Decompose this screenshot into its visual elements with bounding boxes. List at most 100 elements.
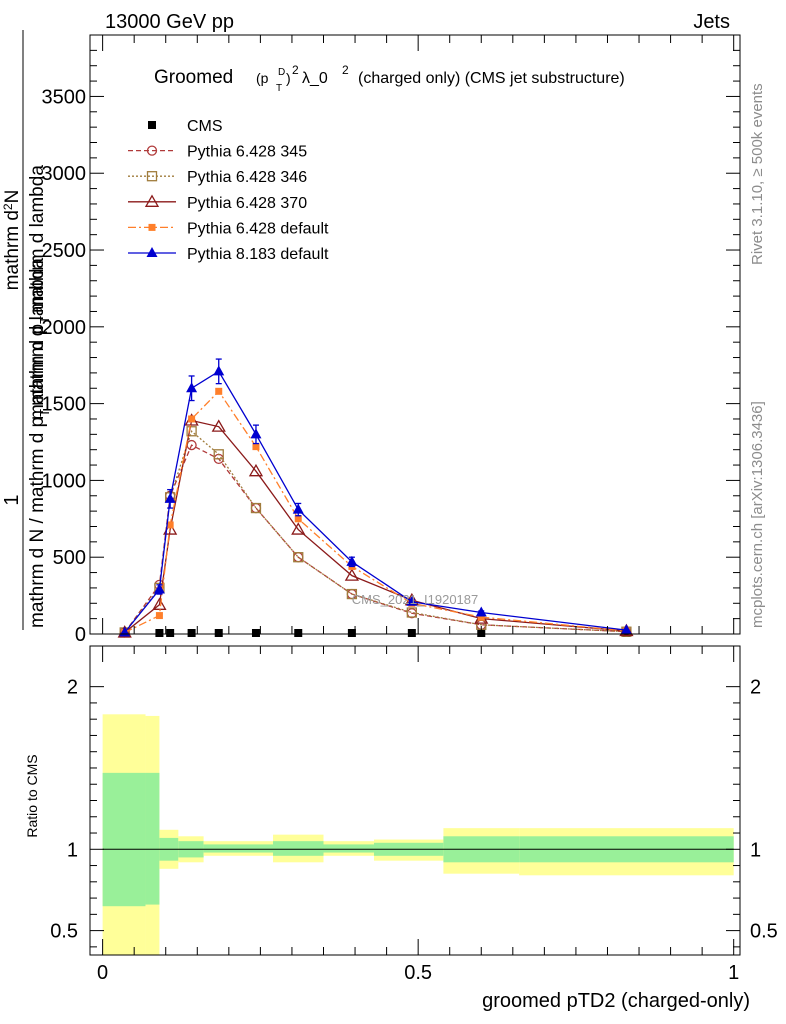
cms-point [407, 629, 416, 637]
p6def-point [155, 612, 163, 620]
main-ytick-label: 2000 [42, 317, 87, 339]
p346-point [250, 502, 262, 514]
p8def-point [164, 492, 176, 503]
title-sup-2: 2 [292, 63, 299, 77]
process-label: Jets [693, 11, 730, 33]
series-p8def [119, 358, 632, 637]
ratio-band-inner [323, 844, 374, 853]
ylabel-denom: mathrm d N / mathrm d pTmathrm d lambda [27, 258, 52, 628]
cms-point [347, 629, 356, 637]
ratio-ytick-label-right: 0.5 [750, 921, 778, 943]
p8def-point [153, 583, 165, 594]
xtick-label: 0.5 [404, 962, 432, 984]
main-ytick-label: 500 [53, 547, 86, 569]
title-suffix: (charged only) (CMS jet substructure) [358, 70, 625, 87]
p346-point [406, 607, 417, 618]
ratio-band-inner [273, 841, 324, 856]
title-prefix: Groomed [154, 67, 233, 88]
ylabel-numer: 1 [1, 494, 23, 505]
p346-point [186, 426, 197, 437]
p346-point [146, 171, 158, 182]
main-ytick-label: 3500 [42, 86, 87, 108]
main-ytick-label: 0 [75, 624, 86, 646]
p6def-point [477, 613, 485, 621]
ratio-ytick-label: 2 [67, 677, 78, 699]
title-sub-t: T [276, 83, 282, 94]
cms-point [294, 629, 303, 637]
title-close: ) [286, 70, 291, 86]
ratio-band-inner [203, 844, 274, 853]
ratio-bands [102, 714, 734, 955]
p6def-point [188, 415, 196, 423]
title-sup-d: D [278, 67, 285, 78]
main-ylabel: 1 mathrm d N / mathrm d pTmathrm d lambd… [1, 30, 52, 630]
legend-item-p370: Pythia 6.428 370 [128, 194, 307, 212]
p370-point [144, 194, 160, 207]
series-p345 [119, 439, 632, 638]
title-symbol-p: (p [256, 70, 269, 86]
p370-point [291, 522, 306, 535]
xtick-label: 0 [97, 962, 108, 984]
main-ytick-label: 2500 [42, 240, 87, 262]
p8def-point [346, 555, 358, 566]
p8def-point [475, 606, 487, 617]
ratio-band-inner [102, 772, 146, 907]
cms-point [214, 629, 223, 637]
cms-point [187, 629, 196, 637]
legend-item-p346: Pythia 6.428 346 [128, 169, 307, 186]
title-lambda-sup: 2 [342, 63, 349, 77]
watermark: CMS_2021_I1920187 [352, 592, 479, 607]
p370-point [152, 597, 167, 610]
rivet-label: Rivet 3.1.10, ≥ 500k events [749, 83, 766, 265]
p6def-point [215, 387, 223, 395]
legend-item-cms: CMS [148, 118, 223, 135]
p8def-point [620, 624, 632, 635]
p6def-point [166, 521, 174, 529]
ratio-axes: 0.5 0.5 1 1 2 2 0 0.5 1 [50, 645, 778, 984]
p8def-point [292, 503, 304, 514]
legend-item-p6def: Pythia 6.428 default [128, 220, 329, 237]
p346-point [293, 552, 304, 563]
ratio-ylabel: Ratio to CMS [24, 754, 40, 837]
ratio-frame [89, 645, 741, 956]
legend-item-p345: Pythia 6.428 345 [128, 144, 307, 161]
main-ytick-label: 1000 [42, 470, 87, 492]
cms-point [166, 629, 175, 637]
legend-label: Pythia 6.428 default [187, 220, 329, 237]
p370-point [211, 419, 226, 432]
cms-point [251, 629, 260, 637]
main-ytick-label: 3000 [42, 163, 87, 185]
xtick-label: 1 [728, 962, 739, 984]
p345-point [146, 145, 158, 156]
ratio-ytick-label-right: 1 [750, 839, 761, 861]
series-cms [155, 629, 631, 637]
legend: CMS Pythia 6.428 345 Pythia 6.428 346 Pythi… [128, 118, 329, 263]
ylabel-frac2-denom: mathrm d pTmathrm d lambda [27, 165, 52, 420]
legend-label: CMS [187, 118, 223, 135]
legend-label: Pythia 8.183 default [187, 246, 329, 263]
p6def-point [252, 443, 260, 451]
cms-point [148, 121, 156, 129]
main-ytick-label: 1500 [42, 394, 87, 416]
legend-label: Pythia 6.428 345 [187, 144, 307, 161]
p370-point [344, 568, 360, 581]
legend-label: Pythia 6.428 346 [187, 169, 307, 186]
legend-label: Pythia 6.428 370 [187, 195, 307, 212]
p370-point [248, 463, 264, 477]
legend-item-p8def: Pythia 8.183 default [128, 246, 329, 263]
energy-label: 13000 GeV pp [105, 11, 234, 33]
main-axes: 0 500 1000 1500 2000 2500 3000 3500 [42, 34, 741, 646]
p345-point [250, 502, 262, 514]
p8def-point [146, 247, 158, 257]
p8def-point [250, 428, 262, 439]
title-lambda: λ_0 [302, 70, 328, 87]
p346-point [346, 588, 358, 600]
ratio-ytick-label: 0.5 [50, 921, 78, 943]
ratio-ytick-label: 1 [67, 839, 78, 861]
p8def-point [213, 365, 225, 376]
cms-point [155, 629, 164, 637]
p6def-point [148, 223, 156, 231]
p8def-point [406, 595, 418, 606]
p346-point [213, 449, 224, 460]
